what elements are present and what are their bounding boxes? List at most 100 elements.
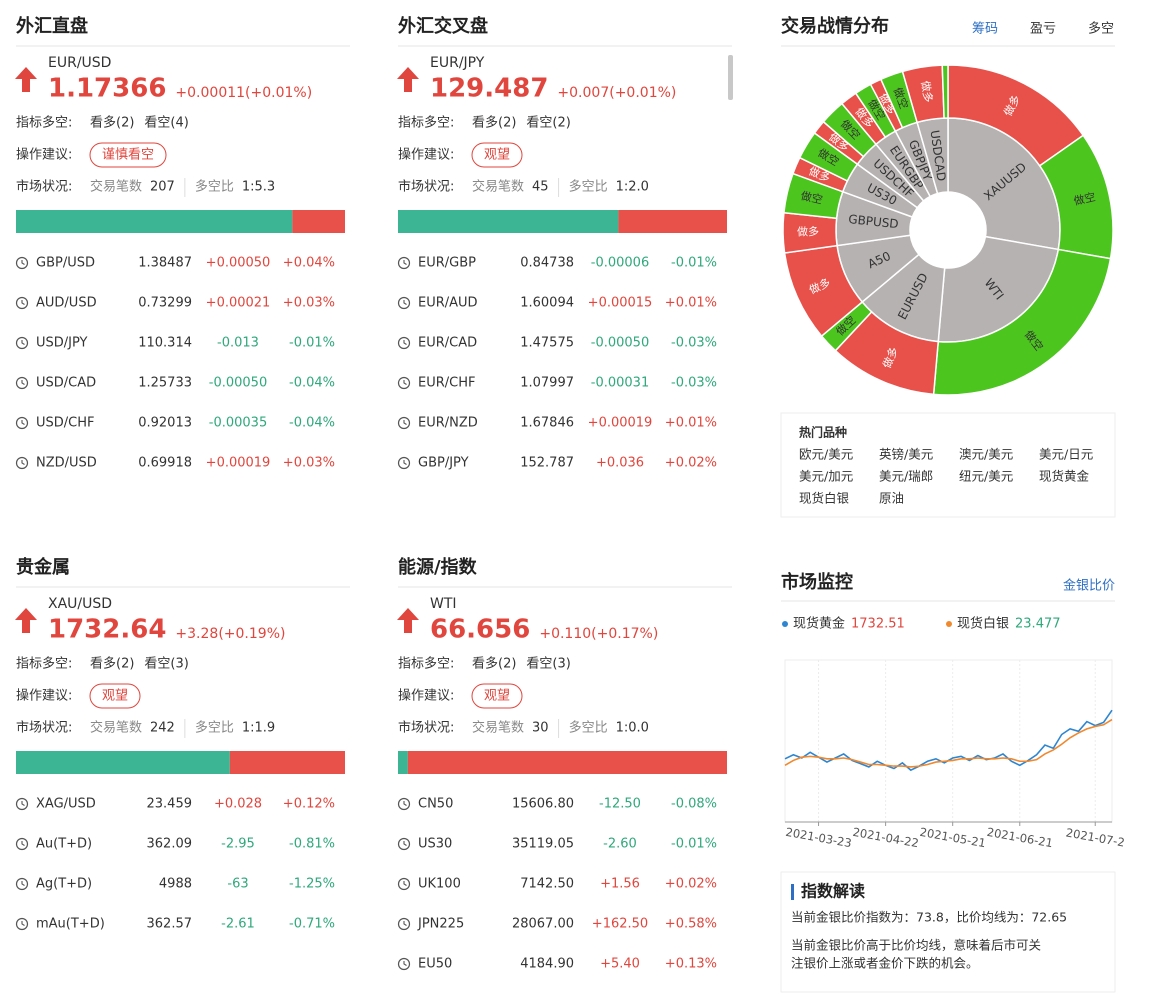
trades-label: 交易笔数 [472,720,524,736]
row-name[interactable]: Au(T+D) [36,837,92,852]
status-label: 市场状况: [398,720,454,736]
row-name[interactable]: EUR/CHF [418,376,475,391]
hot-item[interactable]: 美元/加元 [799,469,853,484]
panel-title: 能源/指数 [398,556,478,578]
row-name[interactable]: USD/CAD [36,376,96,391]
tab[interactable]: 盈亏 [1030,22,1056,37]
row-price: 28067.00 [512,917,574,932]
bar-long [398,210,619,233]
row-price: 1.25733 [138,376,192,391]
row-name[interactable]: UK100 [418,877,461,892]
status-label: 市场状况: [398,179,454,195]
row-name[interactable]: USD/JPY [36,336,88,351]
row-percent: +0.13% [665,957,717,972]
row-name[interactable]: CN50 [418,797,453,812]
hot-item[interactable]: 美元/瑞郎 [879,469,933,484]
clock-hands [21,340,25,345]
row-price: 7142.50 [520,877,574,892]
price-change: +0.00011(+0.01%) [175,85,312,101]
hot-item[interactable]: 欧元/美元 [799,447,853,462]
row-name[interactable]: mAu(T+D) [36,917,105,932]
row-percent: +0.01% [665,296,717,311]
row-price: 0.73299 [138,296,192,311]
row-name[interactable]: EUR/AUD [418,296,478,311]
clock-hands [21,380,25,385]
bull-count: 看多(2) [472,115,516,131]
advice-badge [89,142,167,168]
row-name[interactable]: EU50 [418,957,452,972]
price: 1.17366 [48,74,166,104]
row-change: +0.00015 [588,296,653,311]
clock-icon [15,336,29,350]
clock-icon [15,877,29,891]
row-change: +162.50 [592,917,648,932]
segment-label: 做空 [800,188,825,207]
x-tick-label: 2021-03-23 [784,825,852,850]
row-name[interactable]: NZD/USD [36,456,97,471]
row-name[interactable]: GBP/USD [36,256,95,271]
row-name[interactable]: EUR/CAD [418,336,477,351]
hot-item[interactable]: 现货黄金 [1039,469,1090,484]
row-percent: -1.25% [289,877,335,892]
clock-icon [397,877,411,891]
row-change: -0.00031 [591,376,649,391]
clock-icon [15,797,29,811]
bar-short [292,210,345,233]
row-percent: +0.12% [283,797,335,812]
row-percent: -0.01% [289,336,335,351]
hot-title: 热门品种 [799,425,847,440]
segment-label: GBPUSD [848,212,900,231]
row-name[interactable]: EUR/NZD [418,416,478,431]
row-price: 362.57 [147,917,193,932]
hot-item[interactable]: 原油 [879,491,904,506]
clock-icon [397,957,411,971]
row-price: 1.47575 [520,336,574,351]
hot-item[interactable]: 纽元/美元 [959,469,1013,484]
row-name[interactable]: USD/CHF [36,416,95,431]
row-name[interactable]: Ag(T+D) [36,877,92,892]
advice-label: 操作建议: [16,688,72,704]
trades: 45 [532,180,549,195]
row-percent: +0.04% [283,256,335,271]
hot-item[interactable]: 现货白银 [799,491,850,506]
trades: 30 [532,721,549,736]
bull-count: 看多(2) [90,656,134,672]
row-name[interactable]: JPN225 [417,917,464,932]
ratio-label: 多空比 [195,179,234,195]
hot-item[interactable]: 澳元/美元 [959,447,1013,462]
clock-hands [21,801,25,806]
clock-hands [403,841,407,846]
clock-hands [21,921,25,926]
link[interactable]: 金银比价 [1063,578,1115,594]
clock-hands [21,841,25,846]
tab[interactable]: 筹码 [972,21,998,37]
row-price: 0.84738 [520,256,574,271]
row-price: 4184.90 [520,957,574,972]
row-name[interactable]: XAG/USD [36,797,96,812]
scrollbar [728,55,733,100]
row-change: +0.00019 [206,456,271,471]
hot-item[interactable]: 英镑/美元 [879,447,933,462]
row-name[interactable]: US30 [418,837,452,852]
ratio: 1:0.0 [616,721,649,736]
clock-icon [397,797,411,811]
clock-hands [21,260,25,265]
row-percent: +0.02% [665,456,717,471]
indicator-label: 指标多空: [16,656,72,672]
row-percent: +0.01% [665,416,717,431]
row-change: -0.013 [217,336,259,351]
bear-count: 看空(3) [526,656,570,672]
row-name[interactable]: AUD/USD [36,296,97,311]
tab[interactable]: 多空 [1088,21,1114,37]
hot-item[interactable]: 美元/日元 [1039,447,1093,462]
row-percent: -0.01% [671,256,717,271]
up-arrow [15,67,37,92]
clock-icon [397,256,411,270]
indicator-label: 指标多空: [398,656,454,672]
row-name[interactable]: EUR/GBP [418,256,476,271]
row-name[interactable]: GBP/JPY [418,456,469,471]
row-change: -0.00006 [591,256,649,271]
segment-label: 做空 [1072,190,1097,208]
interpret-text: 注银价上涨或者金价下跌的机会。 [791,956,979,971]
